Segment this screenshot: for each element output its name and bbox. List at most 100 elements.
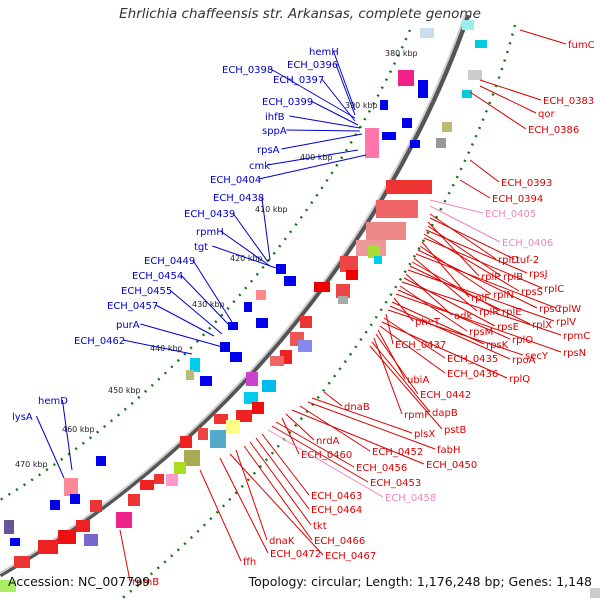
gene-leader-line <box>409 265 531 325</box>
kbp-tick-label: 380 kbp <box>385 49 418 58</box>
gene-feature-block <box>96 456 106 466</box>
gene-feature-block <box>376 200 418 218</box>
reverse-gene-label: ECH_0452 <box>372 447 423 458</box>
gene-leader-line <box>261 196 271 261</box>
forward-gene-label: ECH_0457 <box>107 301 158 312</box>
gene-leader-line <box>479 79 542 101</box>
kbp-ring-inner <box>119 24 517 600</box>
gene-feature-block <box>64 478 78 496</box>
gene-leader-line <box>285 413 315 441</box>
kbp-tick-label: 390 kbp <box>345 101 378 110</box>
gene-leader-line <box>425 229 528 274</box>
reverse-gene-label: ECH_0436 <box>447 369 498 380</box>
gene-feature-block <box>186 370 194 380</box>
gene-leader-line <box>429 199 484 214</box>
reverse-gene-label: rpsS <box>521 287 543 298</box>
gene-feature-block <box>298 340 312 352</box>
gene-leader-line <box>261 433 310 496</box>
gene-leader-line <box>140 323 227 349</box>
gene-leader-line <box>155 304 215 337</box>
gene-leader-line <box>429 217 515 260</box>
reverse-gene-label: rpoA <box>512 355 536 366</box>
gene-leader-line <box>122 339 193 355</box>
forward-gene-label: sppA <box>262 126 287 137</box>
forward-gene-label: ihfB <box>265 112 285 123</box>
gene-feature-block <box>228 322 238 330</box>
gene-feature-block <box>462 90 472 98</box>
reverse-gene-label: rplB <box>503 272 523 283</box>
reverse-gene-label: rpsC <box>539 304 562 315</box>
gene-feature-block <box>174 462 186 474</box>
reverse-gene-label: ECH_0467 <box>325 551 376 562</box>
gene-feature-block <box>475 40 487 48</box>
gene-feature-block <box>10 538 20 546</box>
reverse-gene-label: rplR <box>479 307 499 318</box>
forward-gene-label: ECH_0399 <box>262 97 313 108</box>
forward-gene-label: rpmH <box>196 227 224 238</box>
reverse-gene-leader-lines <box>119 29 567 582</box>
gene-leader-line <box>267 149 359 166</box>
gene-leader-line <box>427 221 480 277</box>
forward-gene-label: ECH_0455 <box>121 286 172 297</box>
gene-leader-line <box>415 253 557 309</box>
gene-feature-block <box>436 138 446 148</box>
gene-leader-line <box>427 225 502 277</box>
reverse-gene-label: rpmF <box>404 410 430 421</box>
gene-feature-block <box>386 180 432 194</box>
gene-leader-line <box>407 269 555 322</box>
gene-leader-line <box>383 317 446 359</box>
forward-gene-label: ECH_0396 <box>287 60 338 71</box>
gene-feature-block <box>244 302 252 312</box>
gene-feature-block <box>402 118 412 128</box>
gene-leader-line <box>371 341 431 413</box>
feature-blocks <box>0 20 600 598</box>
gene-leader-line <box>419 245 492 295</box>
gene-feature-block <box>336 284 350 298</box>
gene-leader-line <box>243 445 313 541</box>
gene-leader-line <box>220 230 271 267</box>
gene-feature-block <box>256 290 266 300</box>
gene-leader-line <box>180 274 231 327</box>
gene-feature-block <box>314 282 330 292</box>
reverse-gene-label: ECH_0450 <box>426 460 477 471</box>
reverse-gene-label: dnaK <box>269 536 295 547</box>
gene-feature-block <box>154 474 164 484</box>
gene-leader-line <box>421 241 470 298</box>
gene-leader-line <box>299 405 371 452</box>
gene-feature-block <box>262 380 276 392</box>
kbp-tick-label: 420 kbp <box>230 254 263 263</box>
gene-feature-block <box>58 530 76 544</box>
gene-leader-line <box>229 453 324 556</box>
gene-feature-block <box>346 270 358 280</box>
reverse-gene-label: ECH_0386 <box>528 125 579 136</box>
kbp-tick-label: 450 kbp <box>108 386 141 395</box>
reverse-gene-label: nrdA <box>316 436 340 447</box>
gene-leader-line <box>377 329 406 380</box>
gene-feature-block <box>190 358 200 372</box>
gene-leader-line <box>423 233 520 292</box>
gene-feature-block <box>90 500 102 512</box>
reverse-gene-label: fabH <box>437 445 461 456</box>
gene-leader-line <box>323 391 343 407</box>
reverse-gene-label: fumC <box>568 40 595 51</box>
gene-feature-block <box>270 356 284 366</box>
gene-feature-block <box>210 430 226 448</box>
reverse-gene-label: rpsM <box>469 327 493 338</box>
gene-leader-line <box>311 397 413 434</box>
gene-leader-line <box>423 237 543 289</box>
gene-feature-block <box>462 20 474 30</box>
gene-leader-line <box>61 399 73 471</box>
reverse-gene-label: dnaB <box>344 402 370 413</box>
reverse-gene-label: rplQ <box>509 374 530 385</box>
gene-feature-block <box>442 122 452 132</box>
gene-leader-line <box>212 245 277 269</box>
forward-gene-label: hemH <box>309 47 339 58</box>
gene-leader-line <box>281 133 363 150</box>
reverse-gene-label: pheT <box>415 317 441 328</box>
reverse-gene-label: plsX <box>414 429 435 440</box>
gene-feature-block <box>230 352 242 362</box>
gene-feature-block <box>366 222 406 240</box>
reverse-gene-label: ECH_0406 <box>502 238 553 249</box>
reverse-gene-label: rpsJ <box>529 269 548 280</box>
